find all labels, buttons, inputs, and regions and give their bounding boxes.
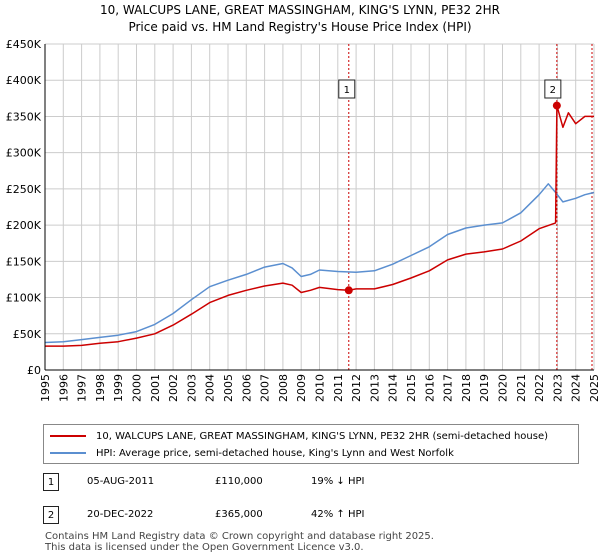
- transaction-point: [344, 286, 353, 295]
- y-tick-label: £100K: [6, 292, 42, 305]
- y-tick-label: £450K: [6, 38, 42, 51]
- price-chart: £0 £50K £100K £150K £200K £250K £300K £350K £400…: [6, 38, 600, 402]
- annotation-box: [544, 79, 562, 99]
- x-tick-label: 1996: [57, 374, 70, 402]
- y-tick-label: £200K: [6, 219, 42, 232]
- x-tick-label: 2011: [332, 374, 345, 402]
- x-tick-label: 2010: [314, 374, 327, 402]
- legend-swatch-hpi: [50, 452, 86, 454]
- transaction-point: [552, 101, 561, 110]
- y-tick-label: £400K: [6, 74, 42, 87]
- legend: 10, WALCUPS LANE, GREAT MASSINGHAM, KING…: [43, 424, 579, 464]
- transaction-marker-2: 2: [43, 506, 59, 524]
- chart-title: 10, WALCUPS LANE, GREAT MASSINGHAM, KING…: [100, 3, 500, 17]
- x-tick-label: 2007: [259, 374, 272, 402]
- x-tick-label: 1995: [39, 374, 52, 402]
- property-price-line: [45, 104, 594, 347]
- x-tick-label: 2016: [423, 374, 436, 402]
- transaction-date-2: 20-DEC-2022: [87, 509, 154, 520]
- transaction-price-2: £365,000: [215, 509, 263, 520]
- x-tick-label: 1997: [76, 374, 89, 402]
- legend-item-hpi: HPI: Average price, semi-detached house,…: [50, 445, 454, 461]
- y-tick-label: £0: [27, 364, 41, 377]
- x-tick-label: 2025: [588, 374, 600, 402]
- hpi-line: [44, 183, 595, 344]
- legend-item-property: 10, WALCUPS LANE, GREAT MASSINGHAM, KING…: [50, 428, 548, 444]
- x-tick-label: 2009: [295, 374, 308, 402]
- x-tick-label: 1999: [112, 374, 125, 402]
- annotation-label: 1: [344, 85, 350, 96]
- annotation-label: 2: [550, 85, 556, 96]
- y-tick-label: £250K: [6, 183, 42, 196]
- x-tick-label: 2018: [460, 374, 473, 402]
- x-tick-label: 2004: [204, 374, 217, 402]
- x-tick-label: 2000: [131, 374, 144, 402]
- y-tick-label: £50K: [13, 328, 42, 341]
- x-tick-label: 2020: [497, 374, 510, 402]
- x-tick-label: 2019: [478, 374, 491, 402]
- x-tick-label: 2021: [515, 374, 528, 402]
- transaction-date-1: 05-AUG-2011: [87, 476, 155, 487]
- forecast-shade: [593, 44, 594, 370]
- transaction-hpi-2: 42% ↑ HPI: [311, 509, 365, 520]
- transaction-marker-1: 1: [43, 473, 59, 491]
- x-tick-label: 2003: [185, 374, 198, 402]
- y-tick-label: £300K: [6, 147, 42, 160]
- transaction-hpi-1: 19% ↓ HPI: [311, 476, 365, 487]
- x-tick-label: 2002: [167, 374, 180, 402]
- x-tick-label: 2023: [551, 374, 564, 402]
- legend-swatch-property: [50, 435, 86, 437]
- legend-label-hpi: HPI: Average price, semi-detached house,…: [96, 447, 454, 459]
- annotation-box: [338, 79, 356, 99]
- x-tick-label: 2017: [442, 374, 455, 402]
- y-tick-label: £350K: [6, 110, 42, 123]
- x-tick-label: 2013: [368, 374, 381, 402]
- transaction-price-1: £110,000: [215, 476, 263, 487]
- y-tick-label: £150K: [6, 255, 42, 268]
- footer-licence: This data is licensed under the Open Gov…: [45, 542, 364, 553]
- x-tick-label: 2001: [149, 374, 162, 402]
- x-tick-label: 2006: [240, 374, 253, 402]
- chart-subtitle: Price paid vs. HM Land Registry's House …: [128, 20, 472, 34]
- x-tick-label: 2008: [277, 374, 290, 402]
- x-tick-label: 2024: [570, 374, 583, 402]
- footer-copyright: Contains HM Land Registry data © Crown c…: [45, 531, 434, 542]
- x-tick-label: 1998: [94, 374, 107, 402]
- x-tick-label: 2012: [350, 374, 363, 402]
- x-tick-label: 2014: [387, 374, 400, 402]
- x-tick-label: 2015: [405, 374, 418, 402]
- x-tick-label: 2005: [222, 374, 235, 402]
- legend-label-property: 10, WALCUPS LANE, GREAT MASSINGHAM, KING…: [96, 430, 549, 442]
- x-tick-label: 2022: [533, 374, 546, 402]
